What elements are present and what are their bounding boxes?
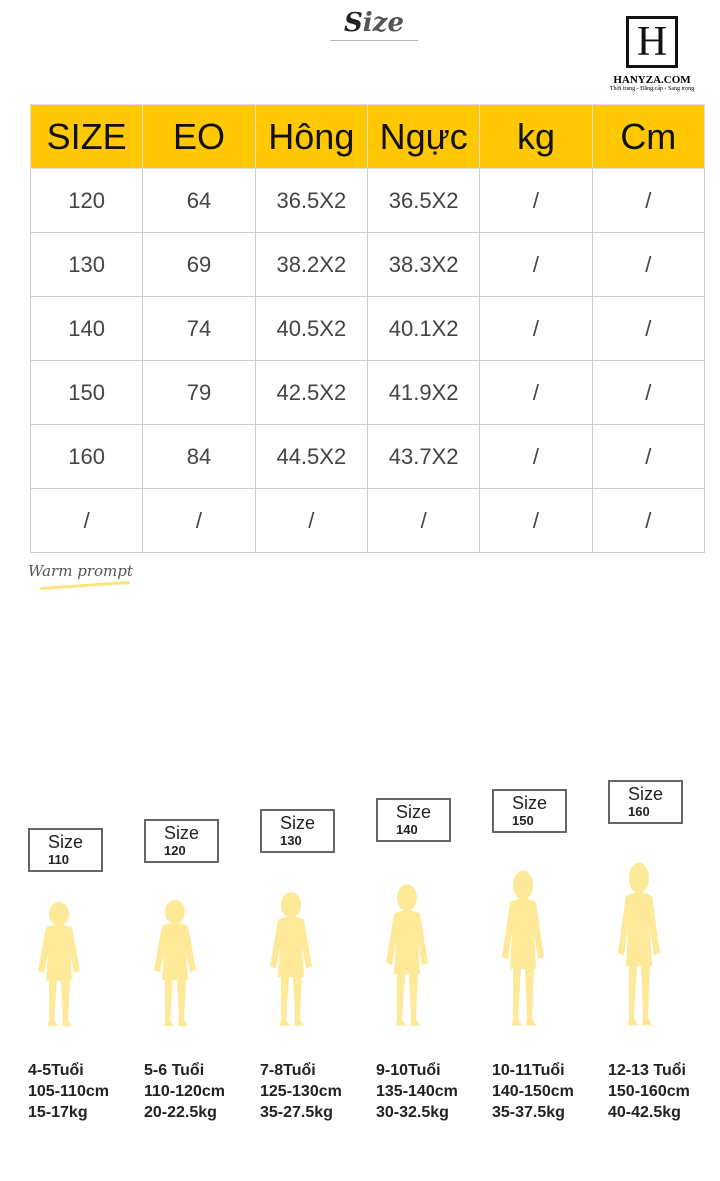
table-cell: 69 — [142, 232, 256, 297]
table-cell: 130 — [29, 232, 144, 297]
table-cell: / — [591, 232, 706, 297]
table-cell: 43.7X2 — [366, 424, 481, 489]
table-cell: 40.1X2 — [366, 296, 481, 361]
warm-prompt-label: Warm prompt — [28, 562, 133, 580]
table-cell: 160 — [29, 424, 144, 489]
table-cell: / — [142, 488, 256, 553]
table-cell: 74 — [142, 296, 256, 361]
table-cell: / — [254, 488, 368, 553]
table-cell: 41.9X2 — [366, 360, 481, 425]
table-cell: / — [29, 488, 144, 553]
table-cell: / — [479, 168, 593, 233]
table-cell: / — [479, 424, 593, 489]
table-cell: 120 — [29, 168, 144, 233]
size-info: 5-6 Tuổi 110-120cm 20-22.5kg — [144, 1062, 225, 1121]
table-cell: 40.5X2 — [254, 296, 368, 361]
table-cell: 140 — [29, 296, 144, 361]
table-cell: / — [591, 360, 706, 425]
size-info: 4-5Tuổi 105-110cm 15-17kg — [28, 1062, 109, 1121]
column-header: Ngực — [366, 104, 481, 169]
table-cell: / — [591, 168, 706, 233]
table-cell: / — [591, 424, 706, 489]
size-info: 7-8Tuổi 125-130cm 35-27.5kg — [260, 1062, 342, 1121]
child-silhouette-icon — [382, 882, 432, 1033]
table-cell: 84 — [142, 424, 256, 489]
table-cell: / — [479, 296, 593, 361]
table-row: 130 69 38.2X2 38.3X2// — [29, 232, 706, 297]
table-cell: 44.5X2 — [254, 424, 368, 489]
size-box: Size 150 — [492, 789, 567, 833]
size-box: Size 110 — [28, 828, 103, 872]
table-cell: 38.3X2 — [366, 232, 481, 297]
table-cell: 36.5X2 — [254, 168, 368, 233]
column-header: EO — [142, 104, 256, 169]
table-row: 120 64 36.5X2 36.5X2// — [29, 168, 706, 233]
column-header: Hông — [254, 104, 368, 169]
size-info: 9-10Tuổi 135-140cm 30-32.5kg — [376, 1062, 458, 1121]
page-title: Size — [330, 8, 418, 41]
size-info: 12-13 Tuổi 150-160cm 40-42.5kg — [608, 1062, 690, 1121]
table-cell: 38.2X2 — [254, 232, 368, 297]
child-silhouette-icon — [498, 868, 548, 1033]
table-cell: 42.5X2 — [254, 360, 368, 425]
table-cell: / — [591, 488, 706, 553]
table-cell: / — [479, 488, 593, 553]
child-silhouette-icon — [614, 860, 664, 1033]
table-cell: / — [479, 360, 593, 425]
column-header: kg — [479, 104, 593, 169]
brand-logo: H HANYZA.COM Thời trang - Đẳng cấp - San… — [600, 16, 704, 92]
size-box: Size 160 — [608, 780, 683, 824]
size-info: 10-11Tuổi 140-150cm 35-37.5kg — [492, 1062, 574, 1121]
table-cell: 150 — [29, 360, 144, 425]
table-cell: / — [591, 296, 706, 361]
table-row: 160 84 44.5X2 43.7X2// — [29, 424, 706, 489]
size-box: Size 130 — [260, 809, 335, 853]
table-row: 150 79 42.5X2 41.9X2// — [29, 360, 706, 425]
child-silhouette-icon — [150, 898, 200, 1033]
table-cell: 64 — [142, 168, 256, 233]
child-silhouette-icon — [34, 900, 84, 1033]
table-cell: 79 — [142, 360, 256, 425]
table-row: / / / / / / — [29, 488, 706, 553]
column-header: SIZE — [29, 104, 144, 169]
column-header: Cm — [591, 104, 706, 169]
size-box: Size 120 — [144, 819, 219, 863]
decorative-underline — [40, 580, 130, 591]
table-cell: / — [366, 488, 481, 553]
table-row: 140 74 40.5X2 40.1X2// — [29, 296, 706, 361]
child-silhouette-icon — [266, 890, 316, 1033]
size-box: Size 140 — [376, 798, 451, 842]
size-table: SIZE EO Hông Ngực kg Cm 120 64 36.5X2 36.5X2//13… — [29, 104, 706, 553]
table-cell: / — [479, 232, 593, 297]
table-cell: 36.5X2 — [366, 168, 481, 233]
